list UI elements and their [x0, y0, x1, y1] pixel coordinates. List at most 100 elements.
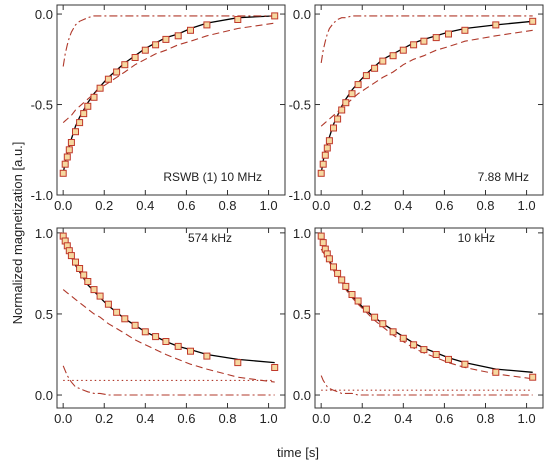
data-point-marker	[321, 151, 329, 159]
fit-curve-dashdot	[320, 15, 533, 63]
y-tick-label: 1.0	[35, 226, 53, 241]
data-point-marker	[410, 341, 418, 349]
data-point-marker	[319, 239, 327, 247]
y-tick-label: 0.0	[293, 388, 311, 403]
x-axis-title: time [s]	[277, 445, 319, 460]
x-tick-label: 0.8	[476, 411, 494, 426]
x-tick-label: 0.8	[218, 411, 236, 426]
y-axis-title: Normalized magnetization [a.u.]	[10, 142, 25, 325]
y-tick-label: -0.5	[31, 98, 53, 113]
fit-curve-dashed	[62, 289, 275, 383]
y-tick-label: -0.5	[289, 98, 311, 113]
x-tick-label: 0.6	[177, 198, 195, 213]
x-tick-label: 0.8	[476, 198, 494, 213]
panel-frame	[56, 227, 286, 409]
data-point-marker	[492, 368, 500, 376]
data-point-marker	[432, 351, 440, 358]
x-tick-label: 0.4	[394, 198, 412, 213]
data-point-marker	[162, 35, 170, 43]
data-point-marker	[96, 84, 104, 92]
data-point-marker	[76, 265, 84, 272]
data-point-marker	[354, 297, 362, 305]
data-point-marker	[61, 160, 69, 168]
data-point-marker	[529, 373, 537, 381]
data-point-marker	[152, 41, 160, 49]
data-point-marker	[131, 54, 139, 61]
data-point-marker	[319, 160, 327, 168]
data-point-marker	[131, 321, 139, 329]
x-tick-label: 0.2	[95, 411, 113, 426]
panel-annotation: 10 kHz	[458, 231, 495, 245]
data-point-marker	[445, 30, 452, 38]
data-point-marker	[325, 137, 333, 145]
data-point-marker	[330, 263, 337, 271]
data-point-marker	[461, 26, 469, 34]
data-point-marker	[174, 342, 182, 350]
y-tick-label: 0.5	[35, 307, 53, 322]
x-tick-label: 1.0	[260, 198, 278, 213]
x-tick-label: 0.8	[218, 198, 236, 213]
data-point-marker	[90, 286, 98, 294]
x-tick-label: 0.0	[312, 198, 330, 213]
data-point-marker	[271, 12, 279, 20]
panel-annotation: RSWB (1) 10 MHz	[163, 170, 262, 184]
y-tick-label: -1.0	[31, 188, 53, 203]
data-point-marker	[342, 282, 350, 290]
data-point-marker	[65, 146, 73, 154]
data-point-marker	[371, 64, 379, 72]
fit-curve-dashed	[320, 248, 533, 380]
data-point-marker	[379, 320, 387, 328]
data-point-marker	[330, 124, 337, 132]
data-point-marker	[325, 255, 333, 263]
data-point-marker	[529, 17, 537, 25]
fit-curve-dashdot	[62, 15, 275, 67]
data-point-marker	[492, 21, 500, 29]
data-point-marker	[121, 61, 129, 69]
data-point-marker	[63, 153, 71, 161]
data-point-marker	[187, 347, 194, 355]
data-point-marker	[113, 308, 121, 316]
data-point-marker	[323, 144, 331, 152]
data-point-marker	[348, 291, 356, 298]
data-point-marker	[399, 46, 407, 54]
data-point-marker	[59, 169, 67, 177]
x-tick-label: 0.0	[54, 411, 72, 426]
data-point-marker	[445, 355, 452, 363]
y-tick-label: 1.0	[293, 226, 311, 241]
panel-annotation: 7.88 MHz	[478, 170, 529, 184]
x-tick-label: 1.0	[260, 411, 278, 426]
data-point-marker	[174, 32, 182, 40]
data-point-marker	[317, 232, 325, 240]
data-point-marker	[420, 346, 428, 354]
data-point-marker	[203, 21, 211, 29]
data-point-marker	[432, 34, 440, 42]
data-point-marker	[187, 26, 194, 34]
data-point-marker	[234, 16, 242, 23]
panel-1: 0.0 0.2 0.4 0.6 0.8 1.0 0.0 -0.5 -1.0 RSWB (1) 10…	[31, 4, 286, 213]
data-point-marker	[420, 37, 428, 45]
fit-curve-dashed	[320, 29, 533, 127]
x-tick-label: 0.2	[353, 198, 371, 213]
y-tick-label: 0.0	[293, 7, 311, 22]
x-tick-label: 0.6	[177, 411, 195, 426]
data-point-marker	[113, 68, 121, 76]
x-tick-label: 0.2	[95, 198, 113, 213]
data-point-marker	[72, 258, 79, 266]
x-tick-label: 0.4	[394, 411, 412, 426]
data-point-marker	[389, 328, 397, 336]
data-point-marker	[104, 300, 112, 308]
y-tick-label: 0.0	[35, 388, 53, 403]
data-point-marker	[334, 115, 342, 123]
data-point-marker	[371, 313, 379, 321]
data-point-marker	[203, 352, 211, 360]
data-point-marker	[84, 278, 92, 285]
data-point-marker	[410, 41, 418, 49]
y-tick-label: 0.0	[35, 7, 53, 22]
data-point-marker	[334, 269, 342, 277]
data-point-marker	[354, 81, 362, 89]
data-point-marker	[141, 46, 149, 54]
data-point-marker	[84, 102, 92, 110]
data-point-marker	[461, 360, 469, 368]
data-point-marker	[338, 276, 346, 284]
